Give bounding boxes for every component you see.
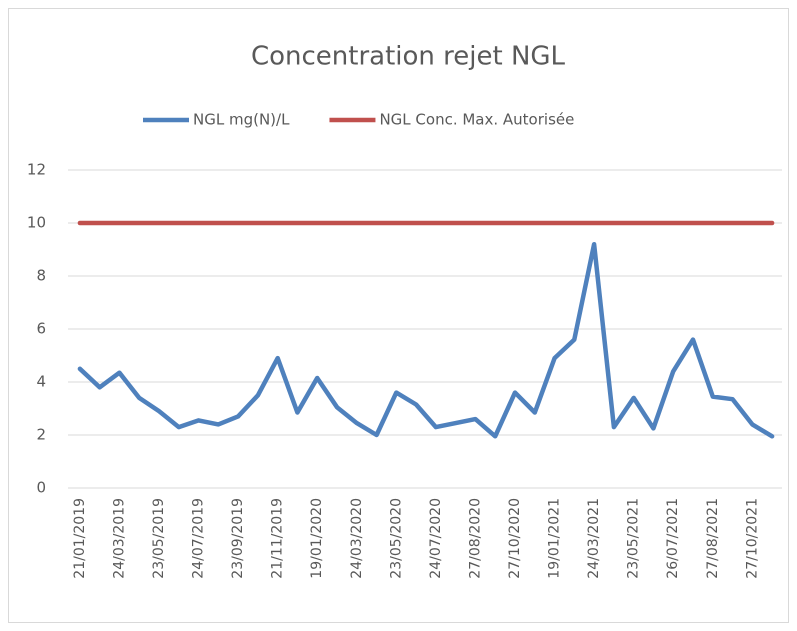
x-tick-label: 21/01/2019 [72,498,88,579]
series-line [77,241,775,439]
x-tick-label: 24/07/2019 [191,498,207,579]
x-tick-label: 27/08/2021 [705,498,721,579]
x-tick-label: 27/10/2021 [744,498,760,579]
x-tick-label: 27/10/2020 [507,498,523,579]
chart-frame [8,8,789,623]
legend-label: NGL mg(N)/L [193,111,290,129]
y-tick-label: 2 [36,426,46,444]
y-tick-label: 8 [36,267,46,285]
x-tick-label: 19/01/2020 [309,498,325,579]
x-tick-label: 23/05/2020 [388,498,404,579]
x-tick-label: 24/03/2021 [586,498,602,579]
y-tick-label: 4 [36,373,46,391]
y-tick-label: 0 [36,479,46,497]
legend-label: NGL Conc. Max. Autorisée [379,111,574,129]
x-tick-label: 24/03/2020 [349,498,365,579]
x-tick-label: 21/11/2019 [270,498,286,579]
x-tick-label: 26/07/2021 [665,498,681,579]
y-tick-label: 12 [27,161,46,179]
chart-title: Concentration rejet NGL [251,42,566,72]
y-tick-label: 10 [27,214,46,232]
y-tick-label: 6 [36,320,46,338]
x-tick-label: 23/09/2019 [230,498,246,579]
x-tick-label: 24/03/2019 [111,498,127,579]
x-tick-label: 23/05/2019 [151,498,167,579]
x-tick-label: 23/05/2021 [626,498,642,579]
x-tick-label: 24/07/2020 [428,498,444,579]
x-tick-label: 19/01/2021 [547,498,563,579]
x-tick-label: 27/08/2020 [467,498,483,579]
